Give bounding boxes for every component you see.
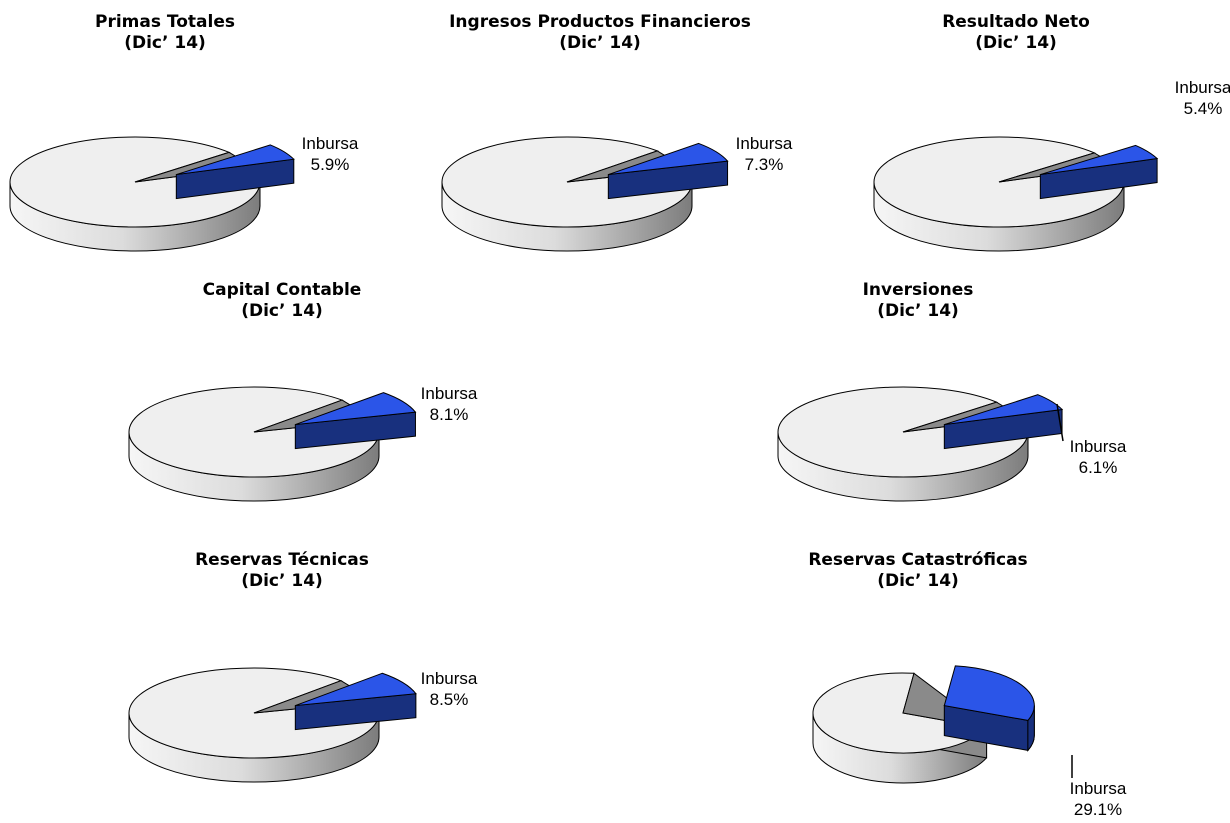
- pie-label-leader-line: [1056, 403, 1064, 442]
- chart-title-text: Reservas Catastróficas: [808, 550, 1028, 570]
- chart-title-reservas-tecnicas: Reservas Técnicas (Dic’ 14): [112, 550, 452, 592]
- pie-slice-inbursa: [1040, 144, 1159, 176]
- pie-chart: Inbursa 5.9%: [9, 134, 359, 252]
- pie-label-value: 6.1%: [1079, 458, 1118, 477]
- chart-title-capital-contable: Capital Contable (Dic’ 14): [112, 280, 452, 322]
- chart-title-text: Primas Totales: [95, 12, 235, 32]
- pie-slice-inbursa: [943, 665, 1035, 721]
- chart-title-text: Reservas Técnicas: [195, 550, 369, 570]
- pie-slice-inbursa: [295, 392, 417, 426]
- chart-title-text: Resultado Neto: [942, 12, 1090, 32]
- chart-subtitle-text: (Dic’ 14): [559, 33, 641, 53]
- pie-label-value: 8.1%: [430, 405, 469, 424]
- chart-title-ingresos-productos-financieros: Ingresos Productos Financieros (Dic’ 14): [430, 12, 770, 54]
- chart-subtitle-text: (Dic’ 14): [975, 33, 1057, 53]
- chart-subtitle-text: (Dic’ 14): [877, 571, 959, 591]
- pie-chart: Inbursa 7.3%: [441, 134, 793, 252]
- pie-label-value: 8.5%: [430, 690, 469, 709]
- pie-slice-inbursa-group: [294, 672, 417, 731]
- chart-subtitle-text: (Dic’ 14): [124, 33, 206, 53]
- chart-subtitle-text: (Dic’ 14): [877, 301, 959, 321]
- pie-label-name: Inbursa: [1070, 779, 1127, 798]
- pie-slice-inbursa: [176, 144, 295, 176]
- chart-title-reservas-catastroficas: Reservas Catastróficas (Dic’ 14): [748, 550, 1088, 592]
- pie-slice-inbursa-group: [943, 665, 1035, 752]
- pie-chart: Inbursa 29.1%: [812, 665, 1127, 819]
- pie-label-value: 5.4%: [1184, 99, 1223, 118]
- chart-subtitle-text: (Dic’ 14): [241, 301, 323, 321]
- chart-title-resultado-neto: Resultado Neto (Dic’ 14): [846, 12, 1186, 54]
- pie-slice-inbursa-group: [175, 144, 295, 200]
- pie-slice-inbursa-group: [294, 392, 417, 450]
- chart-title-text: Inversiones: [862, 280, 974, 300]
- chart-title-text: Capital Contable: [202, 280, 362, 300]
- pie-label-name: Inbursa: [421, 384, 478, 403]
- pie-chart: Inbursa 6.1%: [777, 386, 1127, 502]
- pie-chart: Inbursa 5.4%: [873, 78, 1230, 252]
- pie-label-value: 5.9%: [311, 155, 350, 174]
- pie-label-name: Inbursa: [421, 669, 478, 688]
- chart-title-text: Ingresos Productos Financieros: [449, 12, 751, 32]
- pie-label-name: Inbursa: [302, 134, 359, 153]
- chart-subtitle-text: (Dic’ 14): [241, 571, 323, 591]
- pie-slice-inbursa: [295, 672, 417, 707]
- chart-title-inversiones: Inversiones (Dic’ 14): [748, 280, 1088, 322]
- pie-chart: Inbursa 8.1%: [128, 384, 478, 502]
- pie-slice-inbursa-group: [607, 142, 729, 200]
- pie-chart: Inbursa 8.5%: [128, 667, 478, 783]
- pie-slice-inbursa: [608, 142, 729, 176]
- pie-label-name: Inbursa: [1070, 437, 1127, 456]
- pie-label-value: 7.3%: [745, 155, 784, 174]
- chart-title-primas-totales: Primas Totales (Dic’ 14): [0, 12, 335, 54]
- pie-label-name: Inbursa: [736, 134, 793, 153]
- pie-label-value: 29.1%: [1074, 800, 1122, 819]
- pie-label-name: Inbursa: [1175, 78, 1230, 97]
- pie-slice-rest: [812, 672, 988, 754]
- pie-slice-inbursa-group: [1039, 144, 1159, 200]
- pie-slice-inbursa: [944, 394, 1064, 426]
